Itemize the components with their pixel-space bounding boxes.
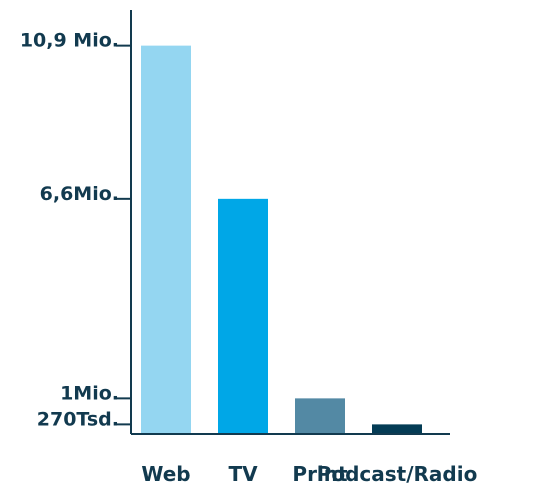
bars-layer — [141, 45, 422, 435]
bar-tv — [218, 198, 268, 434]
category-label-web: Web — [141, 462, 190, 486]
y-tick-label-2: 1Mio. — [60, 382, 119, 404]
y-tick-label-0: 10,9 Mio. — [20, 30, 119, 52]
bar-podcast-radio — [372, 424, 422, 434]
bar-web — [141, 45, 191, 435]
bar-print — [295, 398, 345, 434]
category-label-print: Print — [292, 462, 348, 486]
y-tick-label-1: 6,6Mio. — [40, 183, 119, 205]
axis-layer — [116, 10, 450, 435]
category-label-podcast-radio: Podcast/Radio — [317, 462, 478, 486]
category-label-tv: TV — [228, 462, 258, 486]
y-tick-label-3: 270Tsd. — [37, 408, 119, 430]
